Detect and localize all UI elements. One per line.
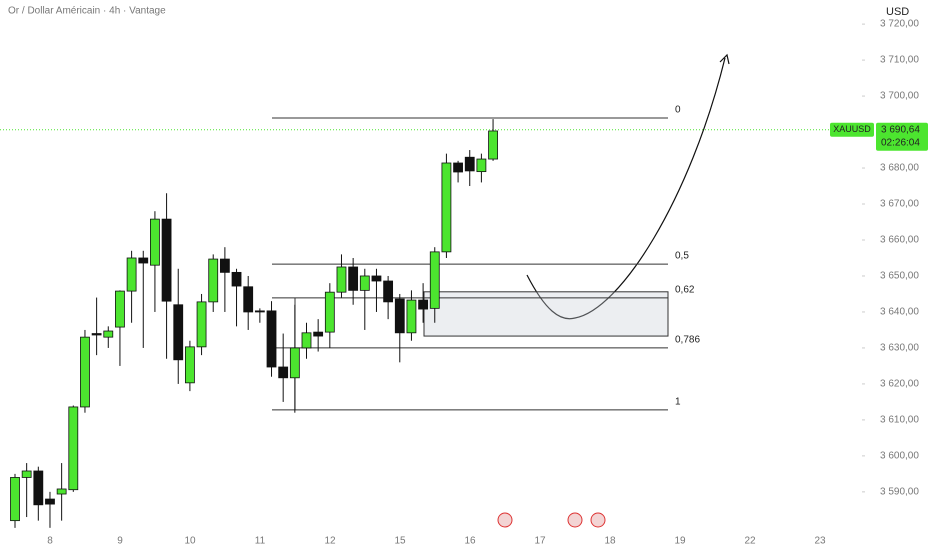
x-tick-label: 17 (534, 536, 546, 547)
candle-body (464, 156, 475, 172)
candle-body (278, 366, 289, 379)
symbol-tag (830, 122, 874, 137)
y-tick-label: 3 680,00 (880, 163, 919, 174)
candle-body (21, 470, 32, 478)
currency: USD (886, 6, 909, 18)
candle-body (348, 266, 359, 291)
candle-body (115, 290, 125, 328)
x-tick-label: 12 (324, 536, 336, 547)
flag-icon (497, 512, 513, 528)
candle-body (161, 218, 172, 302)
candle-body (103, 330, 114, 338)
candle-body (45, 498, 55, 505)
candle-body (301, 332, 312, 349)
x-tick-label: 18 (604, 536, 616, 547)
y-tick-label: 3 660,00 (880, 235, 919, 246)
x-tick-label: 15 (394, 536, 406, 547)
y-tick-label: 3 650,00 (880, 271, 919, 282)
candle-body (80, 336, 90, 408)
candle-body (10, 477, 20, 522)
y-tick-label: 3 610,00 (880, 415, 919, 426)
x-tick-label: 16 (464, 536, 476, 547)
x-tick-label: 23 (814, 536, 826, 547)
y-tick-label: 3 630,00 (880, 343, 919, 354)
candle-body (126, 257, 137, 292)
y-tick-label: 3 710,00 (880, 55, 919, 66)
candle-body (488, 130, 498, 160)
symbol-label: XAUUSD (833, 124, 871, 134)
fib-label: 0,5 (675, 251, 689, 262)
candle-body (336, 266, 347, 293)
candle-body (196, 301, 207, 348)
fib-label: 0 (675, 105, 681, 116)
candle-body (243, 286, 254, 313)
flag-icon (567, 512, 583, 528)
x-tick-label: 11 (255, 536, 266, 547)
candle-body (33, 470, 44, 506)
arrow-head (719, 53, 730, 65)
candle-body (173, 304, 184, 361)
candle-body (324, 291, 335, 333)
event-icons (497, 512, 606, 528)
flag-icon (590, 512, 606, 528)
candle-body (289, 347, 300, 379)
candle-body (313, 331, 324, 337)
candle-body (441, 162, 452, 253)
candle-body (383, 280, 394, 303)
candle-body (91, 333, 102, 336)
zone (423, 291, 669, 337)
candle-body (138, 257, 149, 264)
y-tick-label: 3 600,00 (880, 451, 919, 462)
price-tag (876, 122, 928, 151)
y-tick-label: 3 620,00 (880, 379, 919, 390)
candle-body (231, 271, 242, 287)
fib-label: 0,786 (675, 335, 700, 346)
x-tick-label: 19 (674, 536, 686, 547)
y-tick-label: 3 590,00 (880, 487, 919, 498)
candle-body (453, 162, 463, 173)
candle-body (150, 218, 160, 266)
candle-body (371, 275, 382, 282)
candle-body (394, 298, 405, 334)
fib-label: 1 (675, 396, 681, 407)
y-tick-label: 3 700,00 (880, 91, 919, 102)
candle-body (208, 258, 219, 303)
candle-body (359, 275, 370, 291)
candle-body (184, 346, 195, 384)
countdown: 02:26:04 (881, 137, 920, 148)
candle-body (418, 299, 429, 310)
y-tick-label: 3 640,00 (880, 307, 919, 318)
candle-body (254, 310, 265, 313)
x-tick-label: 9 (117, 536, 123, 547)
x-tick-label: 10 (184, 536, 196, 547)
fib-label: 0,62 (675, 285, 695, 296)
candle-body (406, 299, 417, 334)
chart-title: Or / Dollar Américain · 4h · Vantage (8, 6, 166, 17)
candle-body (68, 406, 79, 491)
projection-curve (526, 57, 726, 320)
candle-body (266, 310, 277, 368)
x-tick-label: 22 (744, 536, 756, 547)
candle-body (476, 158, 487, 173)
y-tick-label: 3 720,00 (880, 19, 919, 30)
x-tick-label: 8 (47, 536, 53, 547)
y-tick-label: 3 670,00 (880, 199, 919, 210)
candle-body (56, 488, 67, 495)
candle-body (429, 251, 440, 309)
candle-body (219, 258, 230, 273)
price-label: 3 690,64 (881, 124, 920, 135)
